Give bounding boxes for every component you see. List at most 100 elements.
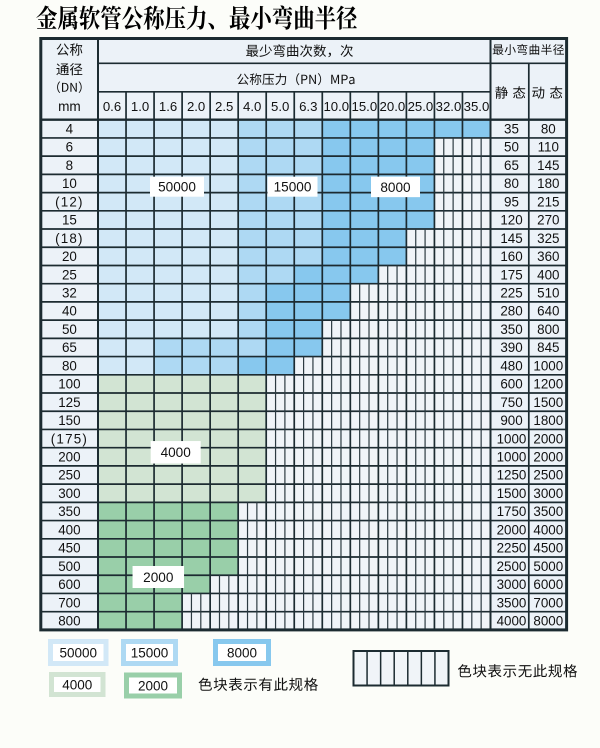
svg-text:2000: 2000 [497,522,527,537]
svg-text:360: 360 [537,249,559,264]
svg-text:32: 32 [62,286,77,301]
svg-text:2000: 2000 [533,450,563,465]
svg-text:125: 125 [58,395,80,410]
svg-text:325: 325 [537,231,559,246]
svg-text:5000: 5000 [533,559,563,574]
svg-text:845: 845 [537,340,559,355]
svg-text:1750: 1750 [497,504,527,519]
svg-text:1.0: 1.0 [131,99,149,114]
svg-text:15000: 15000 [131,645,169,660]
svg-text:215: 215 [537,194,559,209]
svg-text:8000: 8000 [533,613,563,628]
svg-text:(12): (12) [55,194,84,209]
svg-text:(18): (18) [55,231,84,246]
svg-text:35: 35 [504,122,519,137]
svg-text:500: 500 [58,559,80,574]
svg-text:20.0: 20.0 [380,99,406,114]
svg-text:750: 750 [500,395,522,410]
svg-text:145: 145 [500,231,522,246]
svg-text:1800: 1800 [533,413,563,428]
svg-text:225: 225 [500,286,522,301]
svg-text:640: 640 [537,304,559,319]
svg-text:1.6: 1.6 [159,99,177,114]
svg-text:6.3: 6.3 [299,99,317,114]
svg-text:400: 400 [537,267,559,282]
svg-text:110: 110 [538,140,559,155]
svg-text:1250: 1250 [497,468,527,483]
svg-text:145: 145 [537,158,559,173]
svg-text:1000: 1000 [497,431,527,446]
svg-text:100: 100 [58,377,80,392]
svg-text:900: 900 [500,413,522,428]
svg-text:4: 4 [66,122,74,137]
svg-text:3000: 3000 [533,486,563,501]
svg-text:160: 160 [500,249,522,264]
svg-text:15000: 15000 [274,180,312,195]
svg-text:20: 20 [62,249,77,264]
svg-text:25.0: 25.0 [408,99,434,114]
svg-text:3500: 3500 [533,504,563,519]
svg-text:2000: 2000 [138,678,168,693]
svg-text:120: 120 [500,213,522,228]
svg-text:175: 175 [500,267,522,282]
svg-text:50000: 50000 [59,645,97,660]
svg-text:(175): (175) [51,431,88,446]
svg-text:1500: 1500 [533,395,563,410]
svg-text:700: 700 [58,595,80,610]
svg-text:65: 65 [62,340,77,355]
svg-text:270: 270 [537,213,559,228]
svg-text:7000: 7000 [533,595,563,610]
svg-text:180: 180 [537,176,559,191]
svg-text:5.0: 5.0 [271,99,289,114]
svg-text:600: 600 [58,577,80,592]
svg-text:80: 80 [504,176,519,191]
svg-text:3500: 3500 [497,595,527,610]
svg-text:80: 80 [541,122,556,137]
svg-text:510: 510 [537,286,559,301]
svg-text:3000: 3000 [497,577,527,592]
svg-text:600: 600 [500,377,522,392]
svg-text:6000: 6000 [533,577,563,592]
svg-text:2.0: 2.0 [187,99,205,114]
svg-text:2.5: 2.5 [215,99,233,114]
svg-text:450: 450 [58,541,80,556]
svg-text:350: 350 [58,504,80,519]
svg-text:6: 6 [66,140,73,155]
svg-text:15: 15 [62,213,77,228]
svg-text:200: 200 [58,450,80,465]
svg-text:65: 65 [504,158,519,173]
svg-text:80: 80 [62,358,77,373]
svg-text:4000: 4000 [497,613,527,628]
svg-text:2500: 2500 [533,468,563,483]
svg-text:8: 8 [66,158,73,173]
svg-text:2000: 2000 [143,570,174,585]
svg-text:4000: 4000 [533,522,563,537]
svg-text:4500: 4500 [533,541,563,556]
svg-text:10: 10 [62,176,77,191]
svg-text:1000: 1000 [533,358,563,373]
svg-text:1500: 1500 [497,486,527,501]
svg-text:0.6: 0.6 [103,99,121,114]
svg-text:15.0: 15.0 [352,99,378,114]
svg-text:50: 50 [504,140,519,155]
svg-text:390: 390 [500,340,522,355]
svg-text:50: 50 [62,322,77,337]
svg-text:800: 800 [537,322,559,337]
svg-text:2500: 2500 [497,559,527,574]
svg-text:25: 25 [62,267,77,282]
svg-text:480: 480 [500,358,522,373]
svg-text:8000: 8000 [380,180,411,195]
svg-text:1200: 1200 [533,377,563,392]
svg-text:40: 40 [62,304,77,319]
svg-text:1000: 1000 [497,450,527,465]
svg-text:300: 300 [58,486,80,501]
svg-text:8000: 8000 [227,645,257,660]
svg-text:250: 250 [58,468,80,483]
svg-text:95: 95 [504,194,519,209]
svg-text:4000: 4000 [62,677,92,692]
svg-text:4.0: 4.0 [243,99,261,114]
svg-text:280: 280 [500,304,522,319]
svg-text:800: 800 [58,613,80,628]
svg-text:35.0: 35.0 [464,99,490,114]
svg-text:2000: 2000 [533,431,563,446]
